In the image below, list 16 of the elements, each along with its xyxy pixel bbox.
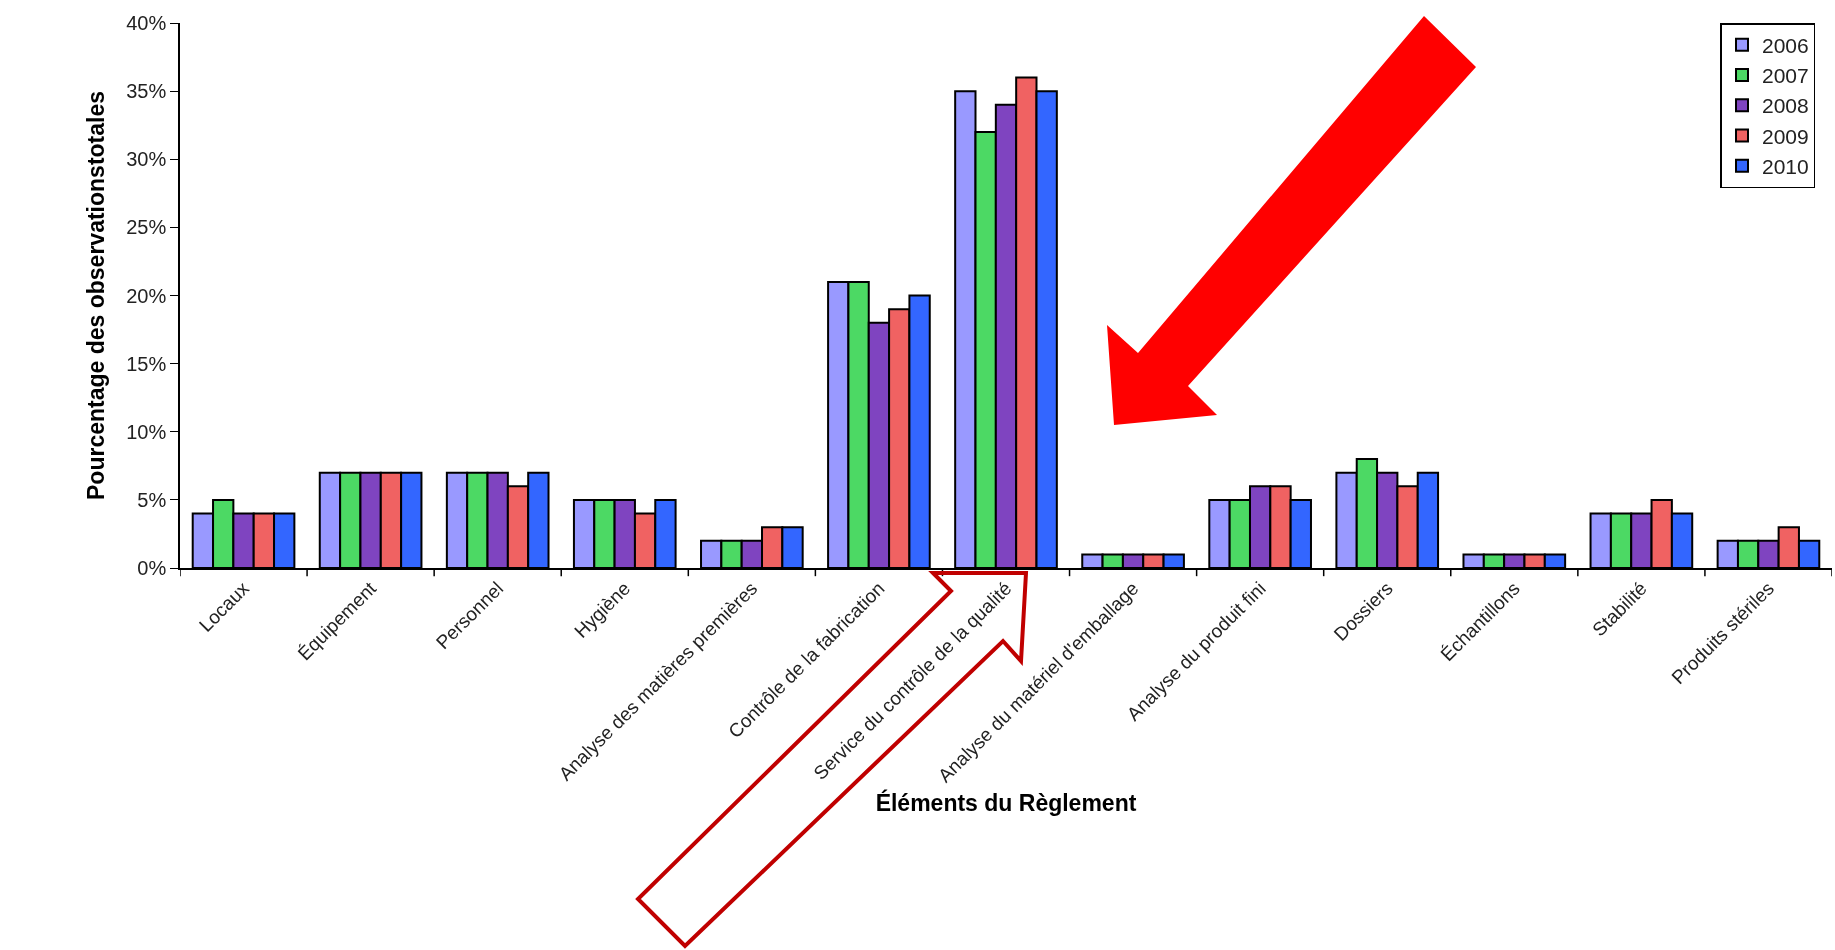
y-tick-label: 5% (137, 488, 167, 511)
legend-label: 2010 (1761, 155, 1809, 179)
legend-label: 2006 (1761, 33, 1809, 57)
y-tick-label: 0% (137, 557, 167, 579)
legend-label: 2007 (1761, 64, 1809, 88)
y-tick-label: 30% (126, 148, 167, 171)
y-tick-label: 40% (126, 12, 167, 34)
y-axis-title: Pourcentage des observationstotales (83, 90, 110, 501)
legend-label: 2009 (1761, 124, 1809, 148)
x-axis-title: Éléments du Règlement (875, 789, 1137, 817)
legend-label: 2008 (1761, 94, 1809, 118)
y-tick-label: 20% (126, 284, 167, 307)
y-tick-label: 35% (126, 80, 167, 103)
y-tick-label: 25% (126, 216, 167, 239)
y-tick-label: 10% (126, 420, 167, 443)
y-tick-label: 15% (126, 352, 167, 375)
